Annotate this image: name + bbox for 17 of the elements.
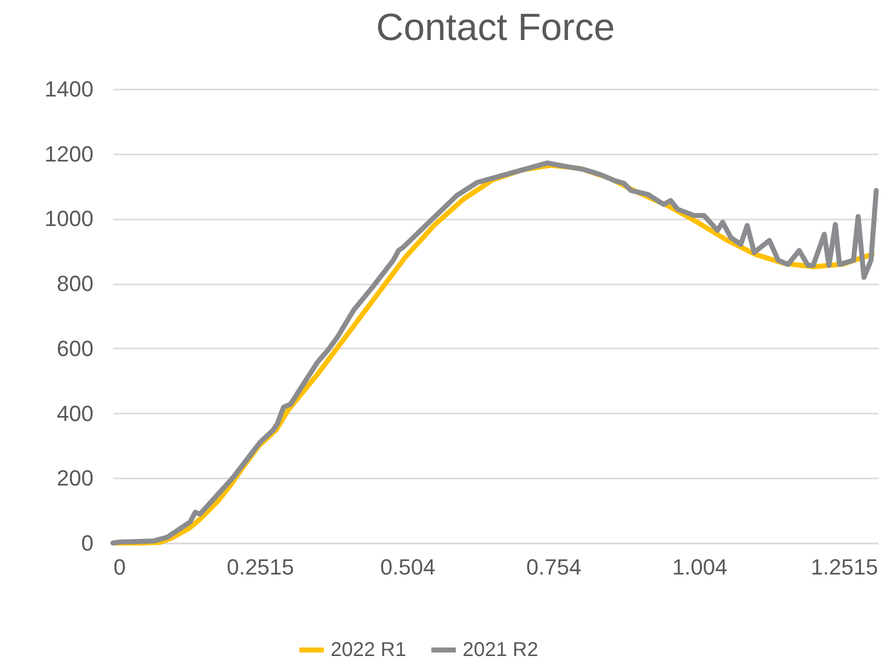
x-tick-label: 0.2515 [226, 554, 294, 580]
x-tick-label: 1.004 [672, 554, 728, 580]
legend-label: 2021 R2 [462, 639, 538, 661]
y-tick-label: 1200 [44, 141, 94, 166]
x-tick-label: 0.754 [526, 554, 582, 580]
chart-title: Contact Force [376, 7, 615, 49]
x-tick-label: 1.2515 [810, 554, 878, 580]
y-tick-label: 1000 [44, 206, 94, 232]
y-tick-label: 800 [56, 271, 94, 296]
legend-label: 2022 R1 [330, 639, 406, 661]
y-tick-label: 600 [56, 336, 94, 361]
x-tick-label: 0 [114, 554, 126, 580]
x-tick-label: 0.504 [380, 554, 436, 580]
y-tick-label: 400 [56, 400, 94, 426]
y-tick-label: 1400 [44, 76, 94, 102]
y-tick-label: 200 [56, 466, 94, 491]
y-tick-label: 0 [81, 530, 94, 556]
